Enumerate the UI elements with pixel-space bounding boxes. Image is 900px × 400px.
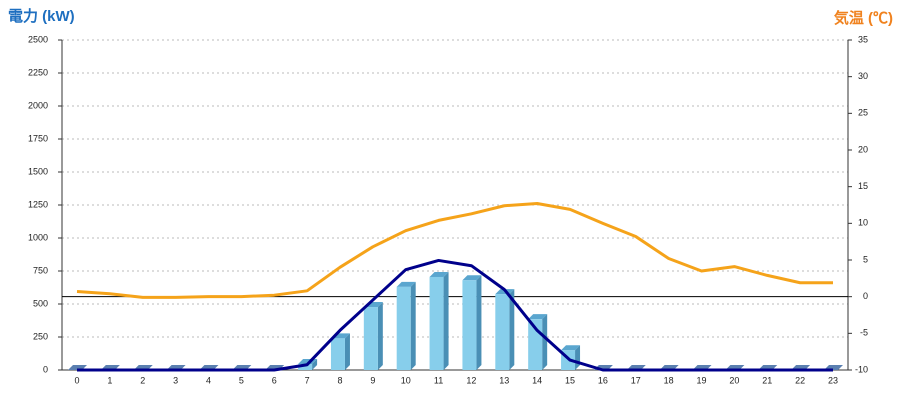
y-tick-label: 250	[33, 331, 48, 341]
y-tick-label: 2500	[28, 34, 48, 44]
bar-top	[429, 271, 449, 277]
y2-axis-title: 気温 (℃)	[834, 9, 893, 27]
x-tick-label: 10	[401, 375, 411, 385]
y-tick-label: 2000	[28, 100, 48, 110]
bar	[396, 286, 411, 370]
x-tick-label: 15	[565, 375, 575, 385]
y-tick-label: 1750	[28, 133, 48, 143]
line	[76, 202, 833, 299]
x-tick-label: 7	[305, 375, 310, 385]
y2-tick-label: 30	[858, 71, 868, 81]
x-tick-label: 21	[762, 375, 772, 385]
bar-top	[396, 281, 416, 287]
y-tick-label: 1250	[28, 199, 48, 209]
y2-tick-label: -5	[860, 328, 868, 338]
bar-side	[344, 333, 350, 370]
y-tick-label: 1500	[28, 166, 48, 176]
x-tick-label: 18	[664, 375, 674, 385]
x-tick-label: 14	[532, 375, 542, 385]
y2-tick-label: 5	[863, 254, 868, 264]
y2-tick-label: 0	[863, 291, 868, 301]
x-tick-label: 9	[370, 375, 375, 385]
x-tick-label: 17	[631, 375, 641, 385]
x-tick-label: 3	[173, 375, 178, 385]
bar	[363, 307, 378, 370]
y-tick-label: 0	[43, 364, 48, 374]
x-tick-label: 23	[828, 375, 838, 385]
x-tick-label: 11	[434, 375, 443, 385]
bar	[429, 276, 444, 370]
bar	[495, 294, 510, 370]
x-tick-label: 2	[140, 375, 145, 385]
y-tick-label: 750	[33, 265, 48, 275]
y2-tick-label: 25	[858, 108, 868, 118]
y-axis-title: 電力 (kW)	[8, 7, 75, 25]
bar-side	[410, 281, 416, 370]
bar-top	[528, 314, 548, 320]
y-tick-label: 2250	[28, 67, 48, 77]
bar-top	[561, 345, 581, 351]
x-tick-label: 20	[729, 375, 739, 385]
x-tick-label: 1	[107, 375, 112, 385]
bar-side	[377, 302, 383, 370]
y2-tick-label: 35	[858, 34, 868, 44]
bar-side	[312, 359, 318, 370]
bar-top	[462, 275, 482, 281]
y2-tick-label: 10	[858, 218, 868, 228]
x-tick-label: 5	[239, 375, 244, 385]
y2-tick-label: 20	[858, 144, 868, 154]
x-tick-label: 13	[499, 375, 509, 385]
x-tick-label: 16	[598, 375, 608, 385]
x-tick-label: 12	[466, 375, 476, 385]
y-tick-label: 500	[33, 298, 48, 308]
x-tick-label: 4	[206, 375, 211, 385]
bar-side	[542, 314, 548, 370]
bar	[298, 364, 313, 370]
x-tick-label: 8	[337, 375, 342, 385]
y2-tick-label: -10	[855, 364, 868, 374]
bar	[330, 338, 345, 370]
bar	[462, 280, 477, 370]
x-tick-label: 6	[272, 375, 277, 385]
bar-side	[509, 289, 515, 370]
y2-tick-label: 15	[858, 181, 868, 191]
x-tick-label: 22	[795, 375, 805, 385]
y-tick-label: 1000	[28, 232, 48, 242]
bar-side	[443, 271, 449, 370]
line	[77, 258, 833, 372]
bar-side	[476, 275, 482, 370]
x-tick-label: 0	[74, 375, 79, 385]
x-tick-label: 19	[697, 375, 707, 385]
